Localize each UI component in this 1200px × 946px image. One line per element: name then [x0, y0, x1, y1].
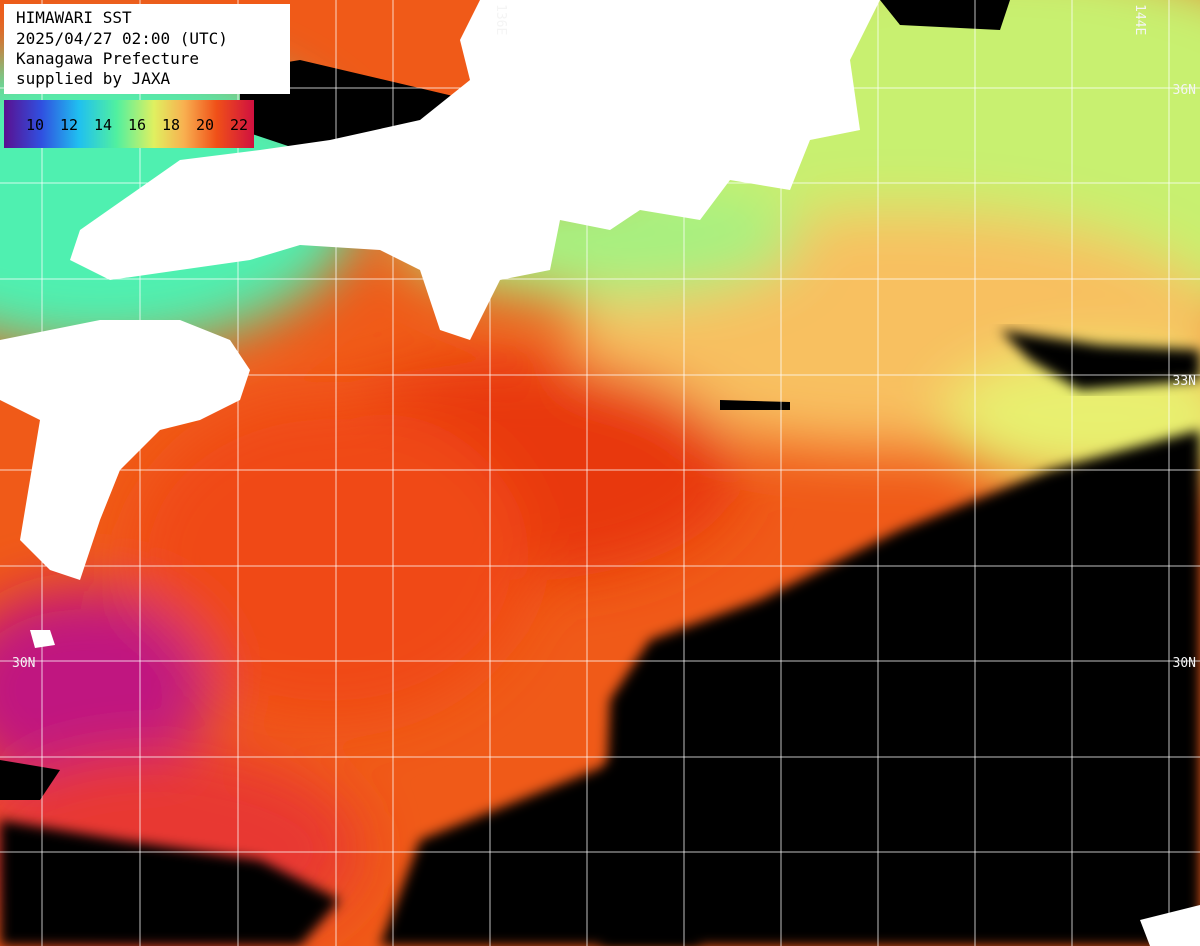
colorbar-labels: 10 12 14 16 18 20 22 — [26, 116, 248, 134]
colorbar-label: 10 — [26, 116, 44, 134]
lat-label: 30N — [12, 656, 35, 671]
colorbar-label: 16 — [128, 116, 146, 134]
lon-label: 136E — [493, 4, 508, 35]
colorbar-label: 14 — [94, 116, 112, 134]
header-line: supplied by JAXA — [16, 69, 170, 88]
header-line: 2025/04/27 02:00 (UTC) — [16, 29, 228, 48]
lat-label: 36N — [1173, 83, 1196, 98]
colorbar — [4, 100, 254, 148]
colorbar-label: 18 — [162, 116, 180, 134]
colorbar-label: 12 — [60, 116, 78, 134]
colorbar-label: 20 — [196, 116, 214, 134]
header-box — [4, 4, 290, 94]
lat-label: 33N — [1173, 374, 1196, 389]
lon-label: 144E — [1132, 4, 1147, 35]
colorbar-label: 22 — [230, 116, 248, 134]
header-line: Kanagawa Prefecture — [16, 49, 199, 68]
lat-label: 30N — [1173, 656, 1196, 671]
header-line: HIMAWARI SST — [16, 8, 132, 27]
